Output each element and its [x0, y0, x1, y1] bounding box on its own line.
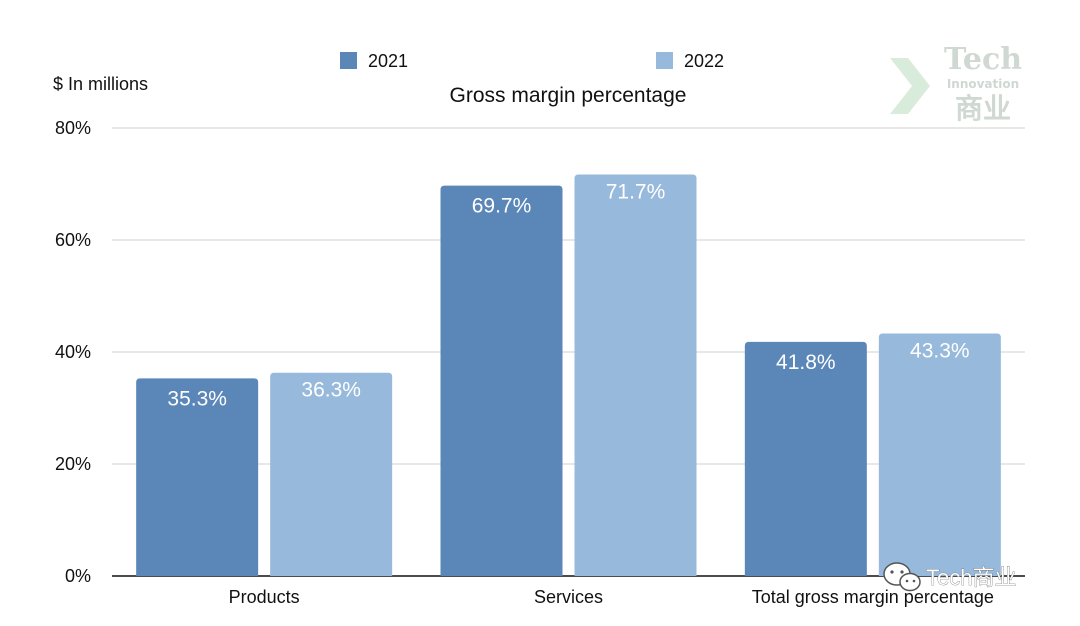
- x-category-label: Products: [229, 587, 300, 607]
- legend-swatch-2021: [340, 52, 357, 69]
- y-tick-label: 40%: [55, 342, 91, 362]
- y-tick-label: 80%: [55, 118, 91, 138]
- legend-swatch-2022: [656, 52, 673, 69]
- watermark-line-3: 商业: [955, 92, 1011, 125]
- x-category-label: Total gross margin percentage: [752, 587, 994, 607]
- data-label: 36.3%: [301, 379, 361, 402]
- bar-2022-products: [270, 372, 393, 576]
- chevron-logo-icon: [890, 58, 930, 114]
- y-axis-ticks: 0% 20% 40% 60% 80%: [55, 118, 91, 586]
- watermark-line-1: Tech: [944, 42, 1022, 77]
- y-tick-label: 60%: [55, 230, 91, 250]
- chart-title: Gross margin percentage: [450, 84, 687, 107]
- legend-label-2021: 2021: [368, 51, 408, 71]
- data-label: 69.7%: [472, 195, 532, 218]
- data-label: 35.3%: [167, 387, 227, 410]
- bar-2021-services: [440, 185, 563, 576]
- y-tick-label: 0%: [65, 566, 91, 586]
- y-tick-label: 20%: [55, 454, 91, 474]
- data-label: 43.3%: [910, 340, 970, 363]
- watermark-logo: Tech Innovation 商业: [890, 42, 1022, 125]
- bar-2021-products: [136, 378, 259, 576]
- legend-label-2022: 2022: [684, 51, 724, 71]
- x-axis-categories: Products Services Total gross margin perce…: [229, 587, 994, 607]
- bars: [136, 174, 1001, 577]
- bar-2022-services: [574, 174, 697, 577]
- unit-label: $ In millions: [53, 74, 148, 94]
- data-labels: 35.3% 36.3% 69.7% 71.7% 41.8% 43.3%: [167, 180, 969, 410]
- account-name: Tech商业: [926, 565, 1016, 590]
- account-watermark: Tech商业: [883, 562, 1017, 592]
- x-category-label: Services: [534, 587, 603, 607]
- data-label: 41.8%: [776, 351, 836, 374]
- gridlines: [112, 127, 1025, 577]
- legend: 2021 2022: [340, 51, 724, 71]
- data-label: 71.7%: [606, 180, 666, 203]
- bar-2021-total-gross-margin-percentage: [744, 341, 867, 576]
- watermark-line-2: Innovation: [947, 77, 1019, 91]
- wechat-icon: [883, 562, 921, 592]
- bar-2022-total-gross-margin-percentage: [878, 333, 1001, 576]
